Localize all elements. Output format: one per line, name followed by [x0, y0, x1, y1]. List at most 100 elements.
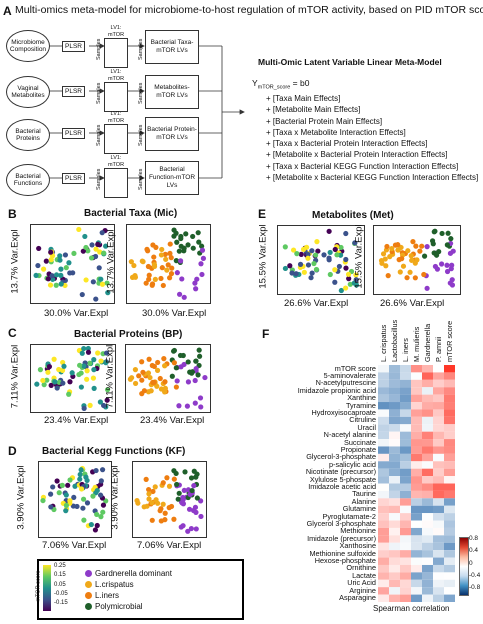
scatter-point — [54, 478, 60, 484]
scatter-point — [168, 503, 175, 510]
scatter-point — [167, 250, 173, 257]
scatter-point — [100, 509, 106, 515]
scatter-point — [93, 296, 99, 302]
heatmap-cell — [389, 513, 400, 521]
scatter-point — [48, 257, 54, 263]
heatmap-cell — [433, 483, 444, 491]
scatter-point — [164, 475, 170, 481]
scatter-point — [194, 495, 200, 501]
scatter-point — [77, 476, 83, 482]
heatmap-cell — [378, 379, 389, 388]
scatter-point — [179, 276, 185, 282]
scatter-point — [404, 275, 410, 281]
scatter-point — [173, 384, 179, 390]
scatter-point — [380, 251, 387, 257]
scatter-point — [146, 356, 152, 362]
scatter-point — [417, 248, 423, 254]
heatmap-column-label: Gardnerella — [423, 323, 432, 362]
scatter-point — [90, 375, 97, 381]
samples-label: Samples — [96, 82, 102, 104]
heatmap-cell — [433, 453, 444, 462]
scatter-c-mtor — [30, 344, 116, 413]
heatmap-cell — [378, 564, 389, 573]
scatter-point — [160, 282, 166, 289]
scatter-point — [97, 249, 103, 255]
heatmap-row-label: Pyroglutamate-2 — [322, 511, 376, 521]
scatter-point — [305, 255, 311, 261]
scatter-point — [315, 248, 321, 254]
x-axis-label: 23.4% Var.Expl — [140, 415, 205, 426]
scatter-point — [176, 291, 183, 297]
heatmap-cell — [400, 387, 411, 395]
panel-d-letter: D — [8, 444, 17, 458]
heatmap-row-label: Uric Acid — [347, 578, 376, 588]
heatmap-cell — [444, 557, 455, 565]
colorbar-tick: -0.8 — [469, 584, 481, 592]
scatter-point — [309, 270, 315, 276]
heatmap-row-label: N-acetylputrescine — [315, 378, 376, 388]
heatmap-cell — [422, 505, 433, 514]
scatter-point — [399, 256, 405, 262]
scatter-point — [63, 502, 70, 509]
scatter-point — [332, 246, 338, 253]
scatter-point — [171, 233, 177, 239]
heatmap-column-label: L. crispatus — [379, 324, 388, 362]
scatter-point — [77, 362, 83, 368]
scatter-point — [33, 272, 39, 279]
heatmap-cell — [400, 409, 411, 417]
scatter-point — [176, 490, 182, 496]
samples-label: Samples — [138, 168, 144, 190]
heatmap-row-label: Taurine — [352, 489, 376, 499]
scatter-point — [129, 274, 136, 280]
scatter-point — [194, 276, 200, 282]
scatter-point — [44, 377, 50, 383]
heatmap-cell — [433, 409, 444, 417]
heatmap-cell — [433, 394, 444, 403]
heatmap-cell — [444, 446, 455, 454]
scatter-point — [407, 269, 413, 275]
scatter-point — [177, 352, 184, 359]
heatmap-cell — [422, 365, 433, 373]
scatter-point — [91, 367, 97, 373]
scatter-point — [178, 258, 184, 264]
scatter-point — [182, 469, 188, 475]
heatmap-cell — [444, 527, 455, 536]
scatter-point — [181, 361, 187, 368]
scatter-point — [169, 373, 175, 379]
heatmap-row-label: Hexose-phosphate — [314, 556, 376, 566]
scatter-point — [311, 260, 317, 267]
scatter-point — [150, 488, 156, 495]
heatmap-cell — [400, 453, 411, 462]
heatmap-cell — [389, 557, 400, 565]
heatmap-row-label: mTOR score — [334, 363, 376, 373]
scatter-point — [104, 397, 110, 403]
scatter-point — [347, 281, 353, 287]
heatmap-cell — [411, 579, 422, 588]
scatter-point — [128, 259, 134, 265]
heatmap-cell — [411, 476, 422, 484]
scatter-point — [400, 263, 407, 269]
scatter-point — [146, 486, 152, 493]
scatter-point — [149, 500, 155, 506]
heatmap-cell — [400, 513, 411, 521]
heatmap-cell — [444, 379, 455, 388]
scatter-point — [84, 368, 90, 374]
scatter-point — [414, 257, 420, 263]
scatter-point — [58, 281, 64, 287]
heatmap-cell — [378, 505, 389, 514]
scatter-point — [178, 243, 184, 249]
heatmap-row-label: Ornithine — [346, 563, 376, 573]
scatter-point — [166, 483, 173, 489]
heatmap-row-label: Alanine — [351, 496, 376, 506]
scatter-e-mtor — [277, 225, 365, 295]
scatter-point — [146, 491, 152, 497]
scatter-point — [90, 493, 96, 499]
heatmap-cell — [444, 476, 455, 484]
heatmap-cell — [411, 490, 422, 499]
scatter-point — [151, 379, 157, 385]
scatter-point — [326, 228, 332, 234]
scatter-point — [343, 265, 349, 271]
heatmap-cell — [389, 439, 400, 447]
equation-lhs: Y — [252, 78, 258, 88]
scatter-point — [97, 399, 103, 405]
